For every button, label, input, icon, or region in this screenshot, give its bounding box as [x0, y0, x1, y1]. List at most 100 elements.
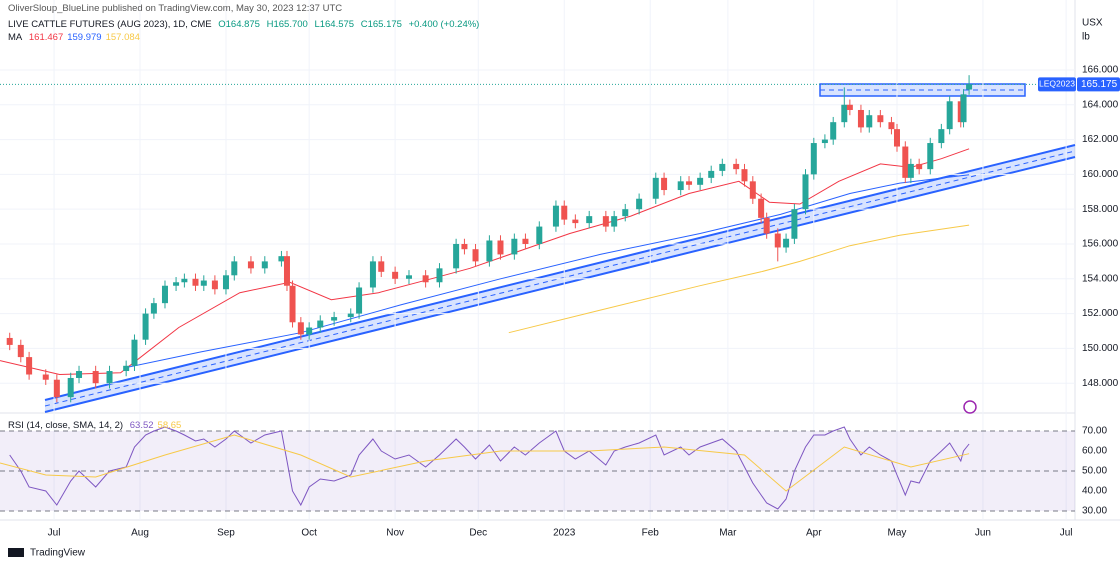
candle-body — [907, 163, 914, 178]
candle-body — [161, 285, 168, 304]
candle-body — [902, 146, 909, 178]
candle-body — [67, 377, 74, 398]
candle-body — [733, 163, 740, 170]
candle-body — [173, 282, 180, 286]
x-tick-label: Aug — [131, 528, 149, 539]
event-icon[interactable] — [963, 400, 977, 414]
rsi-legend: RSI (14, close, SMA, 14, 2) 63.52 58.65 — [8, 420, 185, 431]
ma-value: 157.084 — [105, 32, 140, 43]
x-tick-label: Jun — [975, 528, 991, 539]
candle-body — [821, 139, 828, 144]
candle-body — [17, 344, 24, 358]
ma-value: 161.467 — [28, 32, 64, 43]
ma-value: 159.979 — [67, 32, 102, 43]
candle-body — [719, 163, 726, 171]
candle-body — [472, 249, 479, 262]
line-series — [126, 174, 970, 368]
candle-body — [522, 238, 529, 244]
quote: H165.700 — [266, 19, 308, 30]
last-price-label: 165.175 — [1081, 79, 1118, 90]
x-tick-label: Mar — [719, 528, 737, 539]
unit-label: USX — [1082, 18, 1103, 29]
y-tick-label: 50.00 — [1082, 466, 1107, 477]
candle-body — [283, 256, 290, 286]
x-tick-label: Jul — [1060, 528, 1073, 539]
candle-body — [211, 280, 218, 290]
ma-legend: MA 161.467 159.979 157.084 — [8, 32, 144, 43]
candle-body — [247, 261, 254, 269]
candle-body — [392, 271, 399, 279]
quote: O164.875 — [218, 19, 260, 30]
candle-body — [602, 216, 609, 227]
candle-body — [697, 177, 704, 185]
candle-body — [708, 170, 715, 178]
x-tick-label: Nov — [386, 528, 404, 539]
candle-body — [6, 337, 13, 345]
line-series — [9, 426, 970, 510]
symbol-tag — [1038, 77, 1076, 92]
rsi-value: 63.52 — [129, 420, 154, 431]
candle-body — [916, 163, 923, 170]
candle-body — [497, 240, 504, 255]
candle-body — [453, 243, 460, 269]
candle-body — [810, 143, 817, 175]
channel-lower — [44, 156, 1076, 413]
quote: L164.575 — [314, 19, 355, 30]
rsi-title: RSI (14, close, SMA, 14, 2) — [8, 420, 124, 431]
title: LIVE CATTLE FUTURES (AUG 2023), 1D, CME — [8, 19, 212, 30]
candle-body — [278, 256, 285, 262]
candle-body — [741, 169, 748, 182]
candle-body — [686, 181, 693, 185]
title-row: LIVE CATTLE FUTURES (AUG 2023), 1D, CME … — [8, 19, 483, 30]
candle-body — [572, 219, 579, 224]
candle-body — [636, 198, 643, 210]
x-tick-label: Apr — [806, 528, 822, 539]
candle-body — [927, 143, 934, 170]
symbol-label: LEQ2023 — [1039, 79, 1075, 89]
candle-body — [586, 216, 593, 224]
y-tick-label: 70.00 — [1082, 426, 1107, 437]
x-tick-label: Dec — [469, 528, 487, 539]
candle-body — [966, 84, 973, 90]
y-tick-label: 160.000 — [1082, 169, 1119, 180]
candle-body — [946, 101, 953, 130]
quote: +0.400 (+0.24%) — [408, 19, 480, 30]
price-tag — [1077, 77, 1120, 92]
candle-body — [369, 261, 376, 288]
candle-body — [231, 261, 238, 276]
candle-body — [486, 240, 493, 262]
candle-body — [611, 216, 618, 227]
candle-body — [552, 205, 559, 227]
candle-body — [866, 115, 873, 128]
candle-body — [306, 327, 313, 335]
x-tick-label: Feb — [642, 528, 660, 539]
candle-body — [26, 357, 33, 375]
candle-body — [960, 94, 967, 123]
line-series — [0, 434, 970, 492]
candle-body — [222, 275, 229, 290]
candle-body — [511, 238, 518, 255]
candle-body — [536, 226, 543, 244]
candle-body — [42, 374, 49, 380]
y-tick-label: 164.000 — [1082, 99, 1119, 110]
footer-icon — [8, 548, 24, 557]
candle-body — [53, 379, 60, 398]
candle-body — [378, 261, 385, 272]
candle-body — [938, 129, 945, 144]
candle-body — [830, 122, 837, 140]
ma-label: MA — [8, 32, 23, 43]
candle-body — [888, 122, 895, 130]
candle-body — [774, 233, 781, 248]
candle-body — [106, 371, 113, 384]
candle-body — [652, 177, 659, 199]
x-tick-label: Sep — [217, 528, 235, 539]
publisher: OliverSloup_BlueLine published on Tradin… — [8, 3, 343, 14]
candle-body — [561, 205, 568, 220]
channel-mid — [44, 150, 1076, 407]
line-series — [508, 224, 970, 334]
candle-body — [436, 268, 443, 283]
y-tick-label: 158.000 — [1082, 204, 1119, 215]
candle-body — [289, 285, 296, 323]
